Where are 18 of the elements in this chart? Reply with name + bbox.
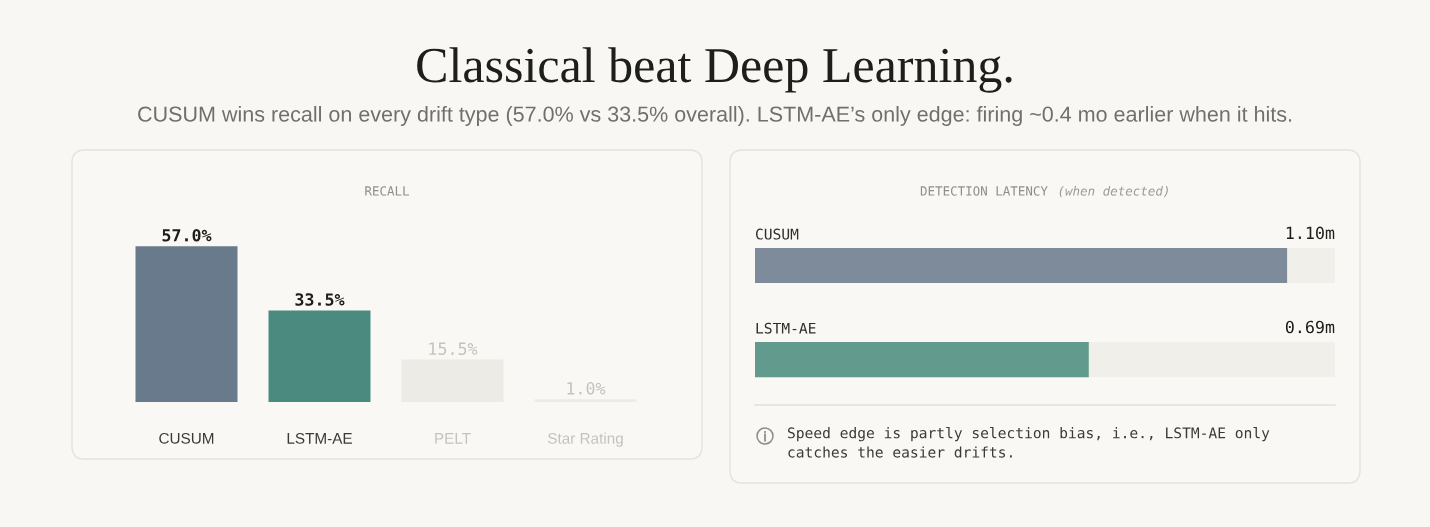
text: Classical beat Deep Learning. (417, 47, 1012, 93)
data-label: 57.0% (162, 228, 212, 242)
data-label: 33.5% (295, 293, 345, 306)
x-tick-label: Star Rating (547, 432, 623, 447)
x-tick-label: CUSUM (159, 432, 214, 444)
text: CUSUM wins recall on every drift type (57.0% vs 33.5% overall). LSTM-AE’s only edge: firing ~0.4 mo earlier when it hits. (138, 105, 1292, 127)
data-label: 15.5% (429, 342, 478, 356)
x-tick-label: PELT (435, 433, 471, 444)
bar (268, 310, 371, 402)
data-label: 0.69m (1285, 320, 1335, 334)
data-label: 1.10m (1286, 226, 1335, 240)
text: Speed edge is partly selection bias, i.e., LSTM-AE only catches the easier drifts. (787, 427, 1270, 458)
data-label: 1.0% (567, 382, 606, 395)
chart-title: DETECTION LATENCY (920, 186, 1048, 196)
chart-subtitle: (when detected) (1059, 185, 1168, 198)
chart-title: RECALL (365, 186, 409, 196)
x-tick-label: LSTM-AE (287, 432, 352, 444)
bar (135, 246, 238, 402)
